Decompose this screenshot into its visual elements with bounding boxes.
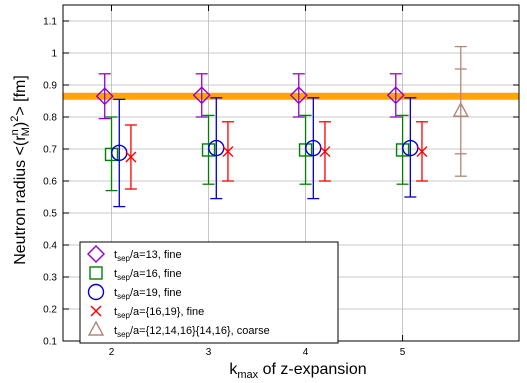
- y-tick-label: 0.4: [43, 241, 57, 252]
- series-coarse: [452, 45, 469, 177]
- y-axis-label: Neutron radius <(rnM)2> [fm]: [9, 75, 32, 265]
- y-tick-label: 0.5: [43, 209, 57, 220]
- y-tick-label: 1: [51, 49, 57, 60]
- legend-item-t13: tsep/a=13, fine: [87, 245, 182, 263]
- legend-marker: [87, 245, 105, 263]
- data-point: [125, 151, 137, 163]
- y-tick-label: 0.2: [43, 305, 57, 316]
- legend-marker: [87, 320, 105, 336]
- legend-label: tsep/a={16,19}, fine: [114, 306, 204, 320]
- series-layer: [95, 45, 469, 208]
- data-point: [416, 146, 428, 158]
- legend-label: tsep/a=19, fine: [114, 287, 182, 301]
- y-tick-label: 0.3: [43, 273, 57, 284]
- y-tick-label: 0.8: [43, 113, 57, 124]
- data-point: [386, 86, 405, 105]
- legend-item-coarse: tsep/a={12,14,16}{14,16}, coarse: [87, 320, 270, 339]
- y-tick-label: 0.1: [43, 337, 57, 348]
- legend-item-t16: tsep/a=16, fine: [89, 266, 182, 282]
- legend-label: tsep/a={12,14,16}{14,16}, coarse: [114, 325, 270, 339]
- data-point: [452, 101, 469, 117]
- y-tick-label: 1.1: [43, 17, 57, 28]
- x-tick-label: 4: [303, 347, 309, 358]
- y-tick-label: 0.7: [43, 145, 57, 156]
- legend-item-t1619: tsep/a={16,19}, fine: [90, 305, 204, 320]
- legend: tsep/a=13, fine tsep/a=16, fine tsep/a=19,…: [79, 241, 339, 344]
- y-tick-label: 0.6: [43, 177, 57, 188]
- legend-box: [79, 241, 339, 344]
- y-tick-label: 0.9: [43, 81, 57, 92]
- legend-label: tsep/a=16, fine: [114, 268, 182, 282]
- x-tick-label: 5: [400, 347, 406, 358]
- data-point: [298, 143, 313, 157]
- data-point: [192, 86, 211, 105]
- data-point: [319, 146, 331, 158]
- data-point: [289, 86, 308, 105]
- x-tick-label: 3: [206, 347, 212, 358]
- series-t1619: [124, 121, 428, 190]
- data-point: [104, 147, 119, 162]
- legend-label: tsep/a=13, fine: [114, 249, 182, 263]
- x-tick-label: 2: [109, 347, 115, 358]
- series-t16: [104, 114, 410, 192]
- legend-marker: [90, 305, 102, 317]
- data-point: [395, 143, 410, 157]
- x-axis-label: kmax of z-expansion: [229, 361, 366, 381]
- series-t13: [95, 73, 405, 120]
- legend-marker: [89, 266, 103, 280]
- data-point: [95, 87, 114, 106]
- data-point: [222, 146, 234, 158]
- legend-item-t19: tsep/a=19, fine: [87, 283, 182, 301]
- legend-marker: [87, 283, 105, 301]
- data-point: [201, 143, 216, 157]
